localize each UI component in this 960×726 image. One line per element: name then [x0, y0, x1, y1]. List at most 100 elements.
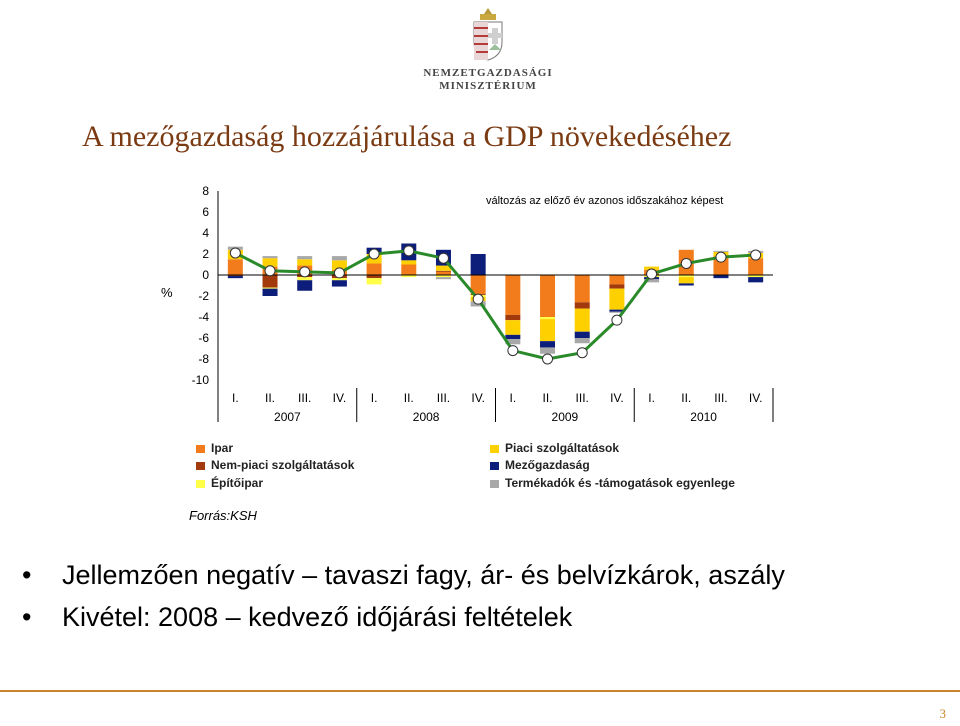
bar-segment-piaci [609, 288, 625, 310]
bar-segment-ipar [748, 258, 764, 275]
legend-swatch [490, 461, 499, 470]
legend-item-nempiaci: Nem-piaci szolgáltatások [196, 458, 354, 472]
bar-segment-mezogazdasag [262, 288, 278, 296]
legend-swatch [490, 444, 499, 453]
bar-segment-termekadok [713, 250, 729, 252]
legend-item-epitoipar: Építőipar [196, 476, 263, 490]
bar-segment-nempiaci [609, 284, 625, 289]
bar-segment-termekadok [574, 338, 590, 344]
legend-label: Piaci szolgáltatások [505, 441, 620, 455]
gdp-point [750, 249, 762, 261]
y-tick-label: -10 [192, 373, 210, 387]
bar-segment-termekadok [540, 347, 556, 354]
bar-segment-termekadok [331, 256, 347, 261]
bar-segment-termekadok [297, 256, 313, 260]
bar-segment-mezogazdasag [678, 283, 694, 286]
bullet-icon: • [22, 602, 32, 632]
bar-segment-ipar [574, 275, 590, 303]
x-tick-label: I. [232, 391, 239, 405]
bar-segment-epitoipar [435, 275, 451, 278]
page-title: A mezőgazdaság hozzájárulása a GDP növek… [82, 120, 732, 153]
year-label: 2010 [690, 410, 717, 424]
bar-segment-ipar [609, 275, 625, 285]
legend-label: Ipar [211, 441, 234, 455]
y-axis-label: % [161, 285, 173, 300]
x-tick-label: II. [543, 391, 553, 405]
y-tick-label: -4 [198, 310, 209, 324]
bar-segment-piaci [540, 319, 556, 342]
bar-segment-epitoipar [748, 275, 764, 278]
legend-swatch [196, 479, 205, 488]
gdp-point [299, 266, 311, 278]
y-tick-label: -2 [198, 289, 209, 303]
chart-subtitle: változás az előző év azonos időszakához … [486, 195, 723, 207]
x-tick-label: II. [681, 391, 691, 405]
ministry-logo: NEMZETGAZDASÁGI MINISZTÉRIUM [418, 6, 558, 96]
bar-segment-nempiaci [366, 275, 382, 279]
bar-segment-epitoipar [540, 317, 556, 320]
bullet-item: • Jellemzően negatív – tavaszi fagy, ár- … [22, 560, 785, 591]
bar-segment-mezogazdasag [609, 309, 625, 312]
bullet-text: Kivétel: 2008 – kedvező időjárási feltét… [62, 602, 573, 632]
legend-item-ipar: Ipar [196, 441, 233, 455]
bar-segment-piaci [574, 308, 590, 332]
y-tick-label: 4 [202, 226, 209, 240]
bar-segment-mezogazdasag [540, 341, 556, 348]
y-tick-label: 6 [202, 205, 209, 219]
y-tick-label: -8 [198, 352, 209, 366]
x-tick-label: I. [371, 391, 378, 405]
legend-swatch [196, 444, 205, 453]
x-tick-label: IV. [610, 391, 624, 405]
bar-segment-ipar [227, 259, 243, 275]
bar-segment-ipar [505, 275, 521, 315]
bar-segment-nempiaci [262, 275, 278, 288]
gdp-point [403, 245, 415, 257]
bar-segment-epitoipar [678, 275, 694, 278]
bar-segment-mezogazdasag [505, 334, 521, 340]
bar-segment-mezogazdasag [470, 254, 486, 275]
logo-line1: NEMZETGAZDASÁGI [423, 67, 553, 79]
bullet-text: Jellemzően negatív – tavaszi fagy, ár- é… [62, 560, 785, 590]
y-tick-label: 2 [202, 247, 209, 261]
gdp-point [646, 268, 658, 280]
legend-item-termekadok: Termékadók és -támogatások egyenlege [490, 476, 735, 490]
year-label: 2009 [552, 410, 579, 424]
bar-segment-termekadok [644, 279, 660, 283]
bar-segment-piaci [401, 260, 417, 265]
legend-swatch [196, 461, 205, 470]
gdp-point [472, 293, 484, 305]
x-tick-label: III. [576, 391, 589, 405]
legend-swatch [490, 479, 499, 488]
gdp-point [715, 251, 727, 263]
x-tick-label: I. [510, 391, 517, 405]
bar-segment-termekadok [609, 311, 625, 313]
gdp-growth-line [234, 249, 756, 361]
x-tick-label: IV. [471, 391, 485, 405]
gdp-point [333, 267, 345, 279]
y-tick-label: 0 [202, 268, 209, 282]
bar-segment-epitoipar [366, 278, 382, 285]
x-tick-label: III. [714, 391, 727, 405]
bar-segment-piaci [505, 320, 521, 335]
x-tick-label: IV. [333, 391, 347, 405]
gdp-point [576, 347, 588, 359]
gdp-point [368, 248, 380, 260]
legend-label: Termékadók és -támogatások egyenlege [505, 476, 735, 490]
x-tick-label: III. [298, 391, 311, 405]
legend-label: Mezőgazdaság [505, 458, 590, 472]
bar-segment-piaci [678, 277, 694, 284]
gdp-point [611, 314, 623, 326]
legend-label: Építőipar [211, 476, 264, 490]
bullet-icon: • [22, 560, 32, 590]
gdp-point [680, 257, 692, 269]
x-tick-label: II. [265, 391, 275, 405]
gdp-point [507, 345, 519, 357]
bar-segment-termekadok [435, 277, 451, 280]
x-tick-label: I. [648, 391, 655, 405]
source-note: Forrás:KSH [189, 508, 257, 523]
bar-segment-termekadok [505, 339, 521, 345]
logo-line2: MINISZTÉRIUM [439, 80, 537, 92]
bar-segment-ipar [540, 275, 556, 317]
year-label: 2007 [274, 410, 301, 424]
bar-segment-epitoipar [401, 275, 417, 278]
